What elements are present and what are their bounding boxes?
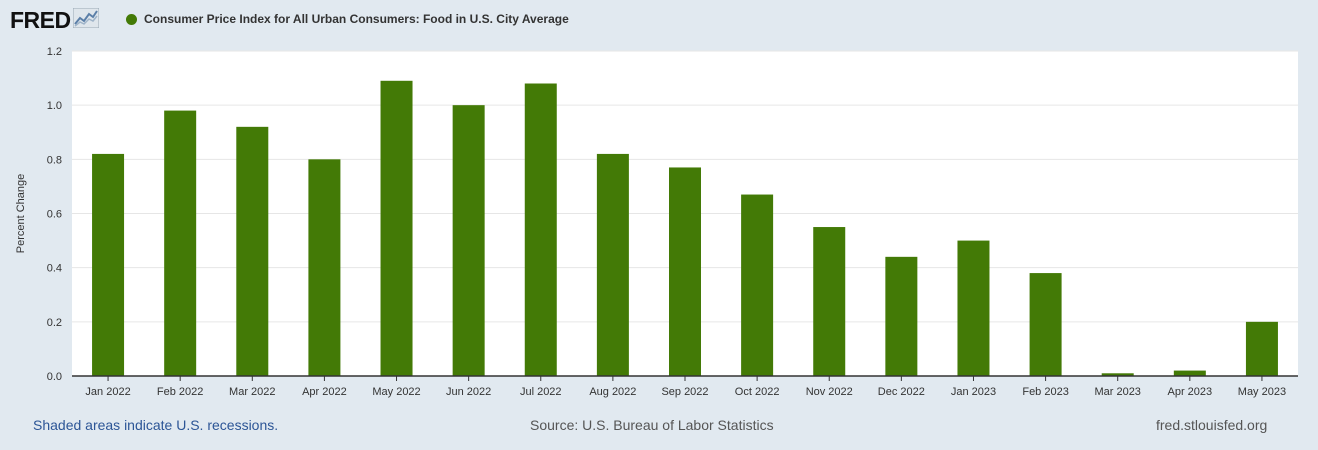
y-tick-label: 1.2 bbox=[47, 46, 62, 58]
bar[interactable] bbox=[524, 83, 557, 377]
bar[interactable] bbox=[596, 153, 629, 376]
x-tick-label: Apr 2022 bbox=[302, 386, 347, 398]
x-tick-label: Oct 2022 bbox=[735, 386, 780, 398]
bar[interactable] bbox=[380, 80, 413, 377]
bar[interactable] bbox=[669, 167, 701, 376]
x-tick-label: Mar 2022 bbox=[229, 386, 275, 398]
chart-title: Consumer Price Index for All Urban Consu… bbox=[144, 12, 569, 26]
bar[interactable] bbox=[164, 110, 197, 376]
bar[interactable] bbox=[1029, 273, 1062, 376]
x-tick-label: Sep 2022 bbox=[661, 386, 708, 398]
source-url[interactable]: fred.stlouisfed.org bbox=[1156, 417, 1268, 433]
x-tick-label: Feb 2022 bbox=[157, 386, 203, 398]
y-axis-ticks: 0.0 0.2 0.4 0.6 0.8 1.0 1.2 bbox=[47, 46, 62, 383]
chart-legend: Consumer Price Index for All Urban Consu… bbox=[126, 12, 569, 26]
y-tick-label: 0.6 bbox=[47, 209, 62, 221]
bar[interactable] bbox=[452, 105, 485, 377]
x-tick-label: May 2023 bbox=[1238, 386, 1286, 398]
y-tick-label: 0.2 bbox=[47, 317, 62, 329]
source-note: Source: U.S. Bureau of Labor Statistics bbox=[530, 417, 774, 433]
bar[interactable] bbox=[1245, 321, 1278, 376]
legend-swatch bbox=[126, 13, 137, 25]
x-tick-label: Mar 2023 bbox=[1094, 386, 1140, 398]
bar[interactable] bbox=[741, 194, 774, 376]
x-tick-label: Jun 2022 bbox=[446, 386, 491, 398]
bar[interactable] bbox=[1173, 370, 1206, 376]
bar[interactable] bbox=[885, 256, 918, 376]
recessions-note: Shaded areas indicate U.S. recessions. bbox=[33, 417, 279, 433]
x-tick-label: Feb 2023 bbox=[1022, 386, 1068, 398]
bar[interactable] bbox=[92, 153, 125, 376]
bar[interactable] bbox=[813, 227, 846, 376]
logo-text: FRED bbox=[10, 7, 71, 33]
x-tick-label: Apr 2023 bbox=[1167, 386, 1212, 398]
bar[interactable] bbox=[1101, 373, 1134, 376]
x-tick-label: Aug 2022 bbox=[589, 386, 636, 398]
y-tick-label: 1.0 bbox=[47, 100, 62, 112]
y-tick-label: 0.8 bbox=[47, 154, 62, 166]
y-tick-label: 0.0 bbox=[47, 371, 62, 383]
bar[interactable] bbox=[308, 159, 341, 376]
x-tick-label: Dec 2022 bbox=[878, 386, 925, 398]
y-tick-label: 0.4 bbox=[47, 263, 62, 275]
x-tick-label: May 2022 bbox=[372, 386, 420, 398]
x-tick-label: Jan 2023 bbox=[951, 386, 996, 398]
bars bbox=[92, 80, 1278, 377]
y-axis-title: Percent Change bbox=[15, 174, 27, 254]
x-tick-label: Jul 2022 bbox=[520, 386, 562, 398]
x-tick-label: Jan 2022 bbox=[85, 386, 130, 398]
bar[interactable] bbox=[957, 240, 990, 376]
bar[interactable] bbox=[236, 126, 269, 376]
x-tick-label: Nov 2022 bbox=[806, 386, 853, 398]
x-axis-ticks: Jan 2022 Feb 2022 Mar 2022 Apr 2022 May 2022… bbox=[85, 376, 1286, 398]
